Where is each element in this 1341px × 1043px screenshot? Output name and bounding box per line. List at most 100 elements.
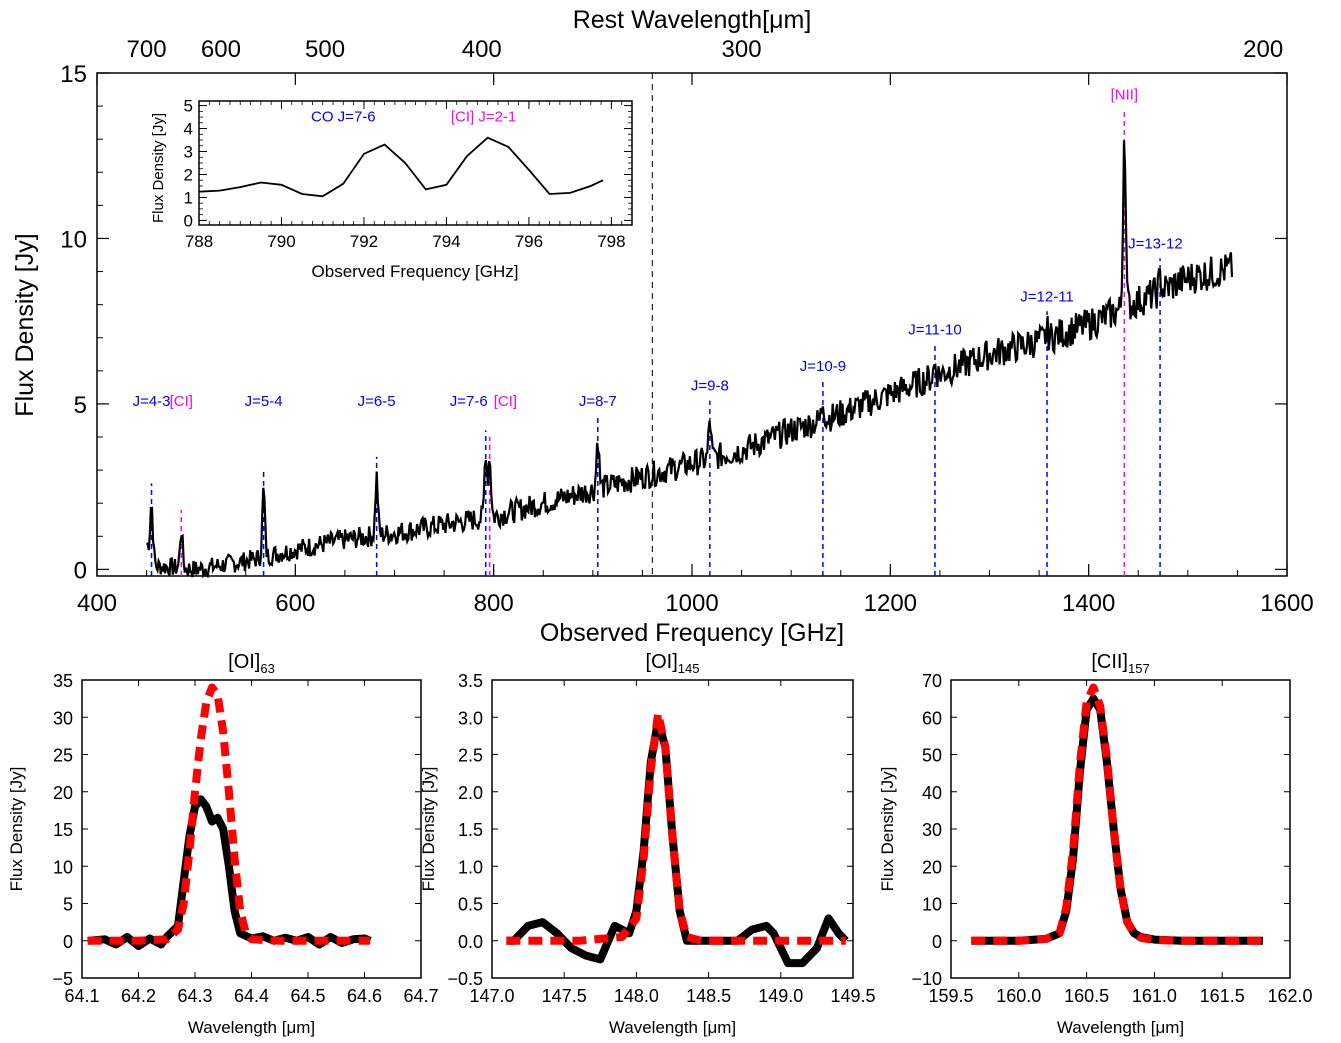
- panel-x-axis-label: Wavelength [μm]: [1057, 1018, 1184, 1037]
- main-line-label: J=12-11: [1020, 288, 1074, 305]
- main-x-tick-label: 800: [474, 590, 514, 617]
- main-line-label: J=6-5: [358, 393, 396, 410]
- main-x-axis-label: Observed Frequency [GHz]: [540, 619, 844, 647]
- main-line-label: [NII]: [1111, 86, 1139, 103]
- panel-y-tick-label: 10: [922, 895, 942, 915]
- panel-x-tick-label: 64.1: [64, 986, 99, 1006]
- main-x-tick-label: 1600: [1260, 590, 1313, 617]
- main-y-ticks: 0 5 10 15: [60, 61, 1287, 584]
- panel-y-tick-label: 70: [922, 671, 942, 691]
- inset-y-tick-label: 0: [184, 211, 193, 230]
- main-line-label: J=9-8: [691, 378, 729, 395]
- panel-x-tick-label: 64.2: [121, 986, 156, 1006]
- inset-annotation: [CI] J=2-1: [451, 109, 516, 126]
- main-line-label: J=5-4: [245, 393, 283, 410]
- panel-y-tick-label: 3.5: [458, 671, 483, 691]
- panel-title-subscript: 63: [260, 661, 274, 676]
- panel-y-tick-label: 0.5: [458, 895, 483, 915]
- main-line-label: J=8-7: [579, 393, 617, 410]
- panel-y-tick-label: 60: [922, 708, 942, 728]
- main-top-tick-label: 300: [722, 36, 762, 63]
- panel-y-tick-label: 50: [922, 746, 942, 766]
- inset-x-tick-label: 792: [350, 232, 378, 251]
- panel-y-tick-label: 1.0: [458, 857, 483, 877]
- panel-title-subscript: 157: [1128, 661, 1150, 676]
- inset-y-tick-label: 2: [184, 165, 193, 184]
- panel-fit-series: [971, 683, 1263, 945]
- panel-y-tick-label: −5: [52, 969, 73, 989]
- panel-x-tick-label: 64.4: [234, 986, 269, 1006]
- panel-data-series: [971, 694, 1263, 945]
- main-y-tick-label: 15: [60, 61, 87, 88]
- main-top-axis-label: Rest Wavelength[μm]: [573, 6, 812, 34]
- inset-y-tick-label: 3: [184, 143, 193, 162]
- panel-y-tick-label: 5: [63, 895, 73, 915]
- panel-fit-series: [506, 709, 846, 945]
- panel-y-tick-label: 20: [922, 857, 942, 877]
- panel-y-axis-label: Flux Density [Jy]: [878, 767, 897, 892]
- inset-x-tick-label: 798: [597, 232, 625, 251]
- panel-title-subscript: 145: [678, 661, 700, 676]
- panel-y-tick-label: 3.0: [458, 708, 483, 728]
- panel-y-tick-label: 0: [932, 932, 942, 952]
- main-top-tick-label: 700: [127, 36, 167, 63]
- panel-x-tick-label: 160.0: [996, 986, 1041, 1006]
- panel-y-tick-label: 0.0: [458, 932, 483, 952]
- panel-x-tick-label: 64.5: [290, 986, 325, 1006]
- panel-y-tick-label: −0.5: [447, 969, 483, 989]
- main-line-label: J=13-12: [1128, 235, 1183, 252]
- panel-x-tick-label: 160.5: [1064, 986, 1109, 1006]
- panel-y-tick-label: 15: [53, 820, 73, 840]
- panel-oi145: [OI]145 147.0 147.5 148.0 148.5 149.0 149.5 −0.…: [419, 651, 876, 1037]
- inset-x-axis-label: Observed Frequency [GHz]: [312, 262, 519, 281]
- panel-y-axis-label: Flux Density [Jy]: [419, 767, 438, 892]
- main-spectrum-series: [146, 140, 1234, 579]
- inset-annotations: CO J=7-6 [CI] J=2-1: [311, 109, 516, 126]
- main-top-tick-label: 400: [462, 36, 502, 63]
- panel-y-tick-label: 20: [53, 783, 73, 803]
- main-line-label: J=7-6: [450, 393, 488, 410]
- inset-x-tick-label: 794: [432, 232, 460, 251]
- inset-y-tick-label: 1: [184, 188, 193, 207]
- panel-x-tick-label: 147.0: [469, 986, 514, 1006]
- panel-y-axis-label: Flux Density [Jy]: [7, 767, 26, 892]
- panel-x-tick-label: 148.0: [614, 986, 659, 1006]
- panel-x-axis-label: Wavelength [μm]: [188, 1018, 315, 1037]
- main-y-axis-label: Flux Density [Jy]: [11, 233, 39, 416]
- panel-y-tick-label: 2.5: [458, 746, 483, 766]
- main-y-tick-label: 10: [60, 226, 87, 253]
- panel-x-tick-label: 149.0: [758, 986, 803, 1006]
- panel-x-tick-label: 64.6: [347, 986, 382, 1006]
- panel-y-tick-label: 30: [53, 708, 73, 728]
- panel-x-tick-label: 147.5: [542, 986, 587, 1006]
- panel-y-tick-label: 35: [53, 671, 73, 691]
- panel-y-tick-label: 40: [922, 783, 942, 803]
- inset-y-tick-label: 5: [184, 97, 193, 116]
- main-spectrum-panel: J=4-3 [CI] J=5-4 J=6-5 J=7-6 [CI] J=8-7J=9-8J=…: [11, 6, 1314, 647]
- panel-x-tick-label: 162.0: [1267, 986, 1312, 1006]
- panel-y-tick-label: 25: [53, 746, 73, 766]
- main-line-label: J=11-10: [908, 321, 962, 338]
- main-x-tick-label: 1200: [864, 590, 917, 617]
- panel-x-tick-label: 149.5: [830, 986, 875, 1006]
- panel-x-tick-label: 161.5: [1200, 986, 1245, 1006]
- panel-x-tick-label: 159.5: [928, 986, 973, 1006]
- main-top-tick-label: 600: [201, 36, 241, 63]
- inset-y-axis-label: Flux Density [Jy]: [150, 113, 167, 223]
- panel-y-tick-label: 30: [922, 820, 942, 840]
- inset-x-tick-label: 790: [267, 232, 295, 251]
- main-line-label: [CI]: [494, 393, 517, 410]
- main-x-ticks: 400 600 800 1000 1200 1400 1600: [77, 73, 1314, 617]
- inset-spectrum-series: [198, 136, 604, 198]
- panel-title: [OI]63: [228, 651, 275, 676]
- panel-x-tick-label: 161.0: [1132, 986, 1177, 1006]
- main-line-label: J=10-9: [800, 358, 846, 375]
- panel-x-tick-label: 64.3: [177, 986, 212, 1006]
- main-x-tick-label: 1400: [1062, 590, 1115, 617]
- panel-fit-series: [87, 683, 371, 945]
- panel-title: [OI]145: [646, 651, 700, 676]
- panel-y-tick-label: −10: [911, 969, 942, 989]
- inset-x-tick-label: 796: [515, 232, 543, 251]
- panel-x-axis-label: Wavelength [μm]: [609, 1018, 736, 1037]
